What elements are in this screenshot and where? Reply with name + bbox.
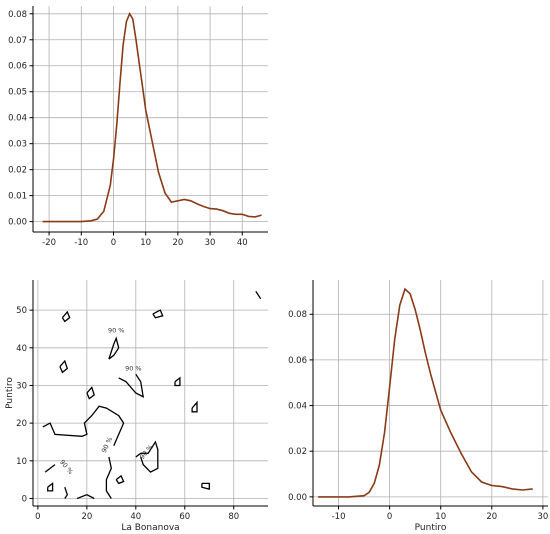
y-tick-label: 40 [16, 344, 27, 354]
y-tick-label: 0.02 [288, 447, 307, 457]
x-tick-label: 20 [486, 512, 497, 522]
x-tick-label: 20 [172, 238, 183, 248]
contour-line [105, 456, 112, 499]
contour-line [201, 482, 210, 490]
x-tick-label: 20 [81, 512, 92, 522]
contour-line [108, 336, 120, 360]
y-tick-label: 0.05 [8, 88, 27, 98]
x-tick-label: 10 [435, 512, 446, 522]
bottom-left-contour-panel: 0 20 40 60 80 0 10 20 30 40 50 La Bonanova Puntiro 90… [5, 280, 268, 533]
y-tick-label: 0.01 [8, 192, 27, 202]
y-tick-label: 0.06 [288, 356, 307, 366]
y-tick-label: 50 [16, 306, 27, 316]
x-tick-label: -20 [42, 238, 56, 248]
y-tick-label: 0.08 [8, 10, 27, 20]
y-tick-label: 0.04 [8, 114, 27, 124]
y-tick-label: 0.00 [8, 218, 27, 228]
y-tick-label: 20 [16, 419, 27, 429]
contour-line [191, 400, 198, 413]
y-tick-label: 0.06 [8, 62, 27, 72]
contour-level-label: 90 % [100, 436, 114, 454]
x-tick-label: 30 [537, 512, 548, 522]
contour-line [59, 359, 69, 374]
x-tick-label: 30 [205, 238, 216, 248]
contour-level-label: 90 % [125, 364, 142, 372]
contour-line [115, 474, 125, 485]
top-left-density-panel: -20 -10 0 10 20 30 40 0.00 0.01 0.02 0.03 0.04 0.05 0… [8, 6, 268, 248]
x-tick-label: 0 [387, 512, 392, 522]
density-curve [318, 287, 533, 498]
x-tick-label: 10 [140, 238, 151, 248]
x-tick-label: 40 [130, 512, 141, 522]
y-tick-label: 0 [22, 494, 27, 504]
contour-line [255, 290, 262, 300]
y-tick-label: 0.08 [288, 310, 307, 320]
x-tick-label: 80 [228, 512, 239, 522]
contour-line [118, 373, 145, 398]
x-axis-label: Puntiro [415, 523, 447, 533]
contour-line [47, 482, 54, 492]
x-tick-label: 0 [111, 238, 116, 248]
contour-line [135, 440, 159, 473]
x-tick-label: 0 [35, 512, 40, 522]
contour-line [174, 376, 181, 387]
x-axis-label: La Bonanova [121, 523, 179, 533]
contour-line [86, 386, 95, 400]
x-tick-label: 60 [179, 512, 190, 522]
contour-level-label: 90 % [108, 327, 125, 335]
x-tick-label: 40 [237, 238, 248, 248]
contour-line [61, 310, 71, 323]
y-tick-label: 0.00 [288, 493, 307, 503]
bottom-right-density-panel: -10 0 10 20 30 0.00 0.02 0.04 0.06 0.08 Puntiro [288, 280, 548, 533]
contour-line [76, 493, 95, 500]
y-tick-label: 0.03 [8, 140, 27, 150]
contour-line [152, 309, 164, 319]
y-tick-label: 10 [16, 457, 27, 467]
contour-line [44, 464, 56, 473]
x-tick-label: -10 [332, 512, 346, 522]
y-tick-label: 0.02 [8, 166, 27, 176]
contour-line [42, 405, 125, 446]
y-tick-label: 0.07 [8, 36, 27, 46]
x-tick-label: -10 [74, 238, 88, 248]
y-tick-label: 0.04 [288, 402, 307, 412]
density-curve [42, 12, 262, 223]
y-axis-label: Puntiro [5, 377, 15, 409]
y-tick-label: 30 [16, 381, 27, 391]
contour-line [64, 486, 69, 499]
